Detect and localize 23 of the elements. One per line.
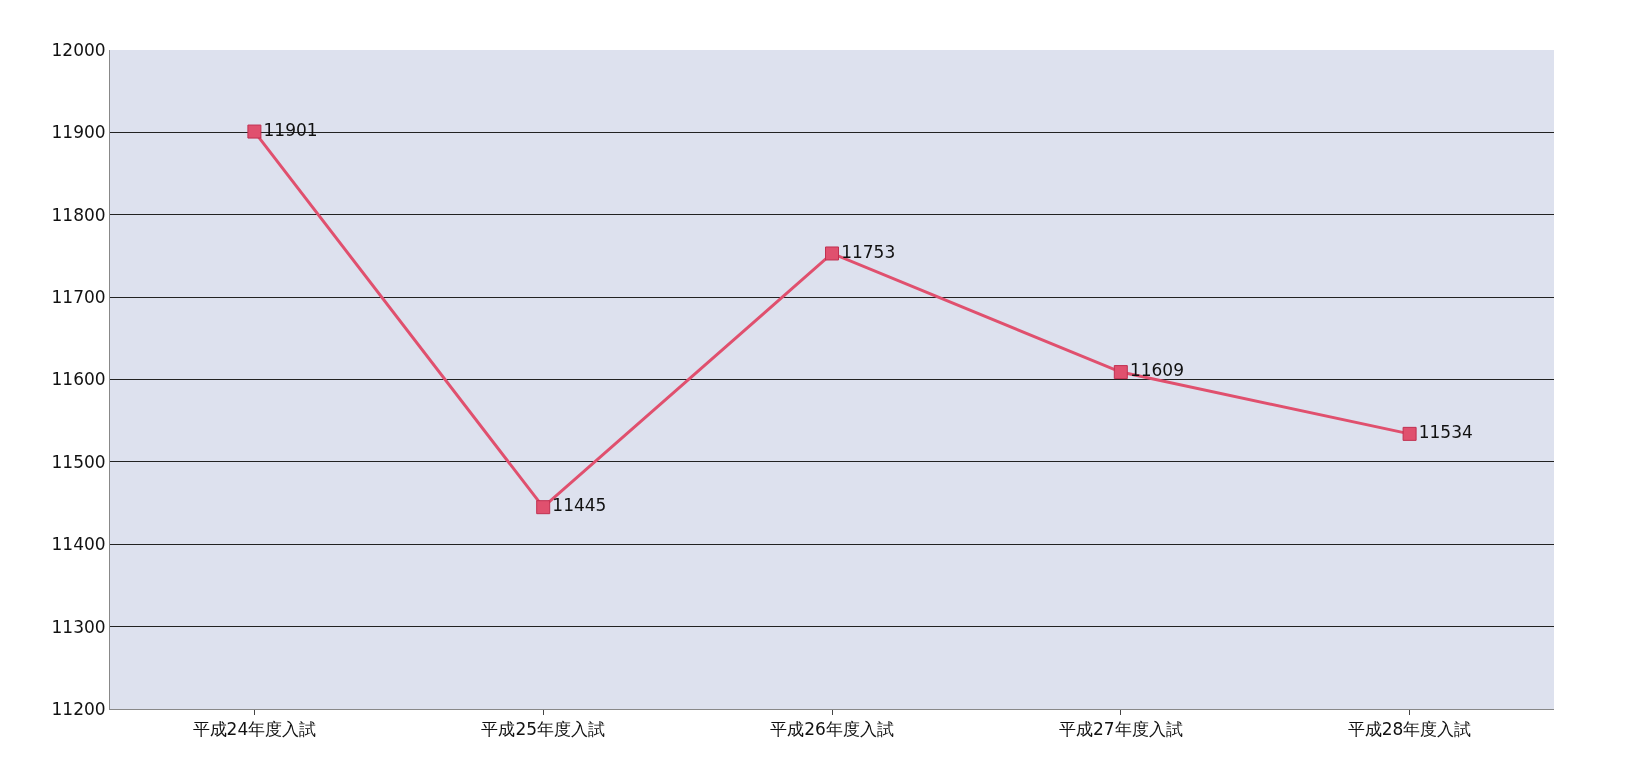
data-label: 11534 <box>1418 422 1473 443</box>
x-tick-label: 平成25年度入試 <box>481 719 606 740</box>
point <box>1402 426 1417 441</box>
x-tick-label: 平成26年度入試 <box>770 719 894 740</box>
data-label: 11609 <box>1129 360 1185 381</box>
y-tick-label: 11200 <box>51 698 106 719</box>
y-tick-label: 12000 <box>51 39 106 60</box>
x-tick-label: 平成24年度入試 <box>192 719 317 740</box>
y-tick-label: 11300 <box>51 616 106 637</box>
data-label: 11753 <box>841 241 896 262</box>
y-tick-label: 11500 <box>51 451 106 472</box>
x-tick-label: 平成27年度入試 <box>1058 719 1183 740</box>
data-label: 11445 <box>552 495 607 516</box>
y-tick-label: 11400 <box>51 534 106 555</box>
point <box>1113 365 1128 380</box>
point <box>536 500 551 515</box>
x-tick-label: 平成28年度入試 <box>1347 719 1472 740</box>
y-tick-label: 11600 <box>51 369 106 390</box>
point <box>825 246 839 261</box>
y-tick-label: 11800 <box>51 204 106 225</box>
y-tick-label: 11900 <box>51 122 106 143</box>
y-tick-label: 11700 <box>51 287 106 308</box>
point <box>247 124 262 139</box>
